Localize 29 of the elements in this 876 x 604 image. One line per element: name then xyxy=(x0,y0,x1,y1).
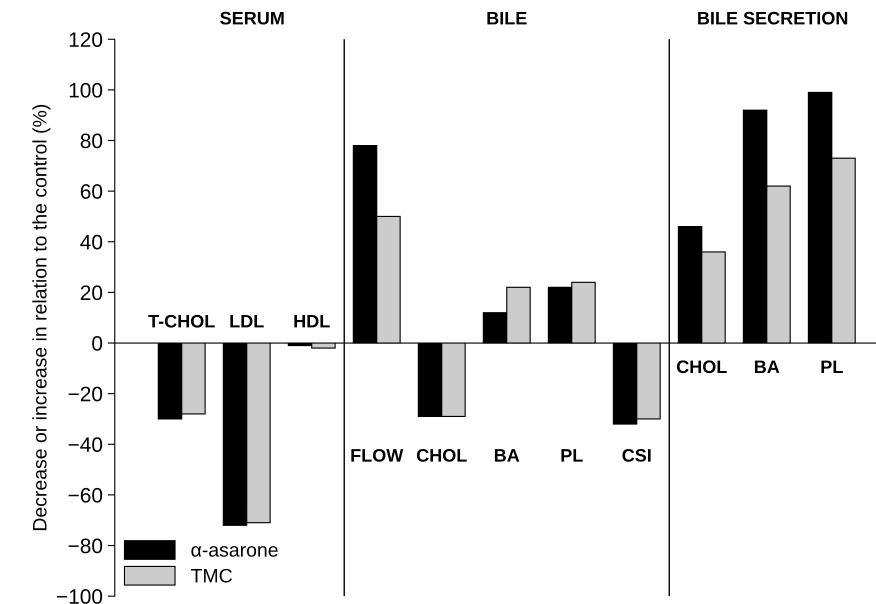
y-tick-label: 60 xyxy=(80,184,102,199)
x-tick-label: PL xyxy=(821,360,843,373)
x-tick-label: BA xyxy=(754,360,780,373)
y-tick-label: −80 xyxy=(68,538,102,554)
y-tick-label: −40 xyxy=(68,437,102,452)
y-tick-label: 0 xyxy=(92,336,102,351)
text: BILE xyxy=(487,12,527,24)
y-tick-label: 80 xyxy=(80,134,102,148)
y-tick-label: −100 xyxy=(57,589,102,604)
text: SERUM xyxy=(220,12,284,25)
y-tick-label: 120 xyxy=(70,32,102,48)
x-tick-label: PL xyxy=(561,449,583,462)
x-tick-label: BA xyxy=(494,449,520,462)
y-tick-label: 100 xyxy=(70,82,102,98)
x-tick-label: T-CHOL xyxy=(148,314,215,328)
y-tick-label: −60 xyxy=(68,488,102,503)
x-tick-label: LDL xyxy=(230,315,264,328)
y-axis-title: Decrease or increase in relation to the control (%) xyxy=(32,104,50,530)
y-tick-label: 20 xyxy=(80,285,102,300)
x-tick-label: CHOL xyxy=(676,360,727,374)
text: BILE SECRETION xyxy=(698,12,848,25)
x-tick-label: HDL xyxy=(294,315,330,328)
x-tick-label: CHOL xyxy=(416,448,467,462)
legend-label: TMC xyxy=(191,568,232,583)
x-tick-label: FLOW xyxy=(351,448,404,462)
legend-label: α-asarone xyxy=(191,546,278,557)
y-tick-label: −20 xyxy=(68,386,102,402)
x-tick-label: CSI xyxy=(622,448,651,462)
y-tick-label: 40 xyxy=(80,234,102,250)
